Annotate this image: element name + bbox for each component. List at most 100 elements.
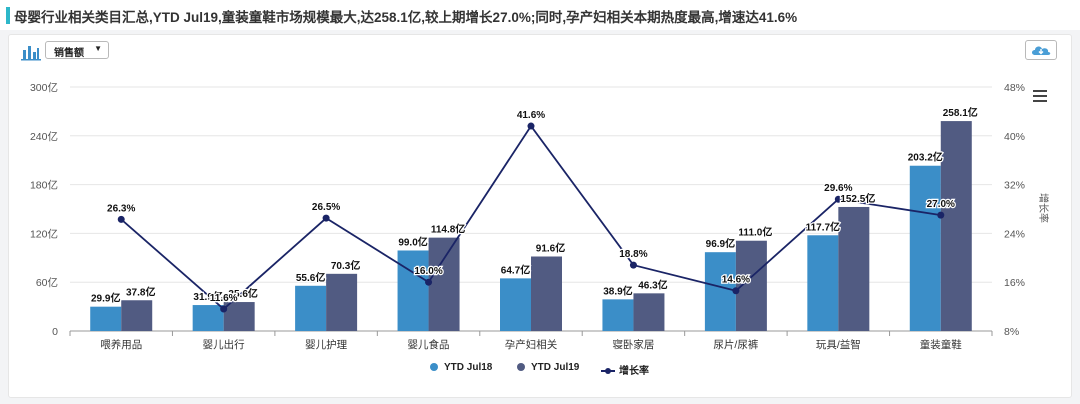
bar-ytd-jul18 bbox=[295, 285, 327, 331]
data-label-ytd-jul19: 91.6亿 bbox=[536, 241, 565, 254]
y-tick-label-right: 48% bbox=[1004, 82, 1025, 94]
growth-point bbox=[834, 195, 842, 203]
data-label-ytd-jul18: 64.7亿 bbox=[501, 263, 530, 276]
bar-ytd-jul18 bbox=[90, 306, 122, 331]
x-tick-label: 婴儿出行 bbox=[203, 338, 245, 351]
metric-select[interactable]: 销售额 ▼ bbox=[45, 41, 109, 59]
x-tick-label: 玩具/益智 bbox=[816, 338, 861, 351]
bar-ytd-jul19 bbox=[121, 300, 153, 331]
growth-point bbox=[527, 122, 535, 130]
y-tick-label-left: 120亿 bbox=[30, 227, 58, 240]
bar-ytd-jul19 bbox=[531, 256, 562, 331]
x-tick-label: 婴儿护理 bbox=[305, 338, 347, 351]
x-axis: 喂养用品 婴儿出行 婴儿护理 婴儿食品 孕产妇相关 寝卧家居 尿片/尿裤 玩具/益智 童装童鞋 bbox=[69, 331, 993, 351]
data-label-ytd-jul18: 117.7亿 bbox=[806, 220, 840, 233]
bars bbox=[90, 121, 972, 331]
bar-ytd-jul19 bbox=[326, 273, 358, 331]
legend-label: YTD Jul18 bbox=[444, 362, 493, 373]
x-tick-label: 寝卧家居 bbox=[612, 338, 654, 351]
legend-label: YTD Jul19 bbox=[531, 362, 580, 373]
data-label-ytd-jul18: 38.9亿 bbox=[603, 284, 632, 297]
y-tick-label-right: 16% bbox=[1004, 277, 1025, 289]
data-label-ytd-jul19: 258.1亿 bbox=[943, 106, 978, 119]
data-label-growth: 11.6% bbox=[210, 293, 238, 304]
title-bar: 母婴行业相关类目汇总,YTD Jul19,童装童鞋市场规模最大,达258.1亿,… bbox=[0, 0, 1080, 30]
data-label-growth: 16.0% bbox=[414, 266, 442, 277]
growth-point bbox=[117, 215, 125, 223]
bar-ytd-jul18 bbox=[602, 299, 634, 331]
legend-item-ytd-jul19[interactable]: YTD Jul19 bbox=[517, 362, 579, 378]
right-axis-title: 增长率 bbox=[1037, 193, 1050, 223]
bar-chart-icon[interactable] bbox=[21, 43, 41, 61]
y-tick-label-right: 24% bbox=[1004, 228, 1025, 240]
data-label-ytd-jul18: 55.6亿 bbox=[296, 271, 325, 284]
bar-ytd-jul18 bbox=[397, 250, 429, 331]
legend-label: 增长率 bbox=[619, 366, 649, 377]
chart-panel: 销售额 ▼ bbox=[8, 34, 1072, 398]
bar-ytd-jul18 bbox=[807, 235, 839, 331]
legend-marker bbox=[601, 368, 615, 375]
growth-point bbox=[937, 211, 945, 219]
data-label-ytd-jul19: 46.3亿 bbox=[638, 278, 667, 291]
title-accent bbox=[6, 7, 10, 24]
legend-item-growth[interactable]: 增长率 bbox=[601, 362, 649, 378]
data-label-ytd-jul18: 203.2亿 bbox=[908, 151, 943, 164]
x-tick-label: 喂养用品 bbox=[100, 338, 142, 351]
bar-ytd-jul19 bbox=[940, 121, 972, 331]
y-tick-label-left: 180亿 bbox=[30, 179, 58, 192]
bar-ytd-jul19 bbox=[428, 237, 460, 331]
data-label-ytd-jul19: 70.3亿 bbox=[331, 259, 360, 272]
data-labels: 29.9亿 37.8亿 31.9亿 35.6亿 55.6亿 70.3亿 99.0亿 114.8… bbox=[90, 105, 979, 306]
data-label-ytd-jul19: 37.8亿 bbox=[126, 285, 155, 298]
y-tick-label-left: 0 bbox=[52, 326, 58, 338]
data-label-growth: 26.5% bbox=[312, 202, 340, 213]
bar-ytd-jul19 bbox=[838, 206, 870, 331]
y-tick-label-left: 240亿 bbox=[30, 130, 58, 143]
cloud-download-icon bbox=[1032, 46, 1051, 55]
growth-point bbox=[629, 261, 637, 269]
data-label-ytd-jul19: 111.0亿 bbox=[738, 226, 772, 239]
data-label-ytd-jul18: 99.0亿 bbox=[398, 235, 427, 248]
chevron-down-icon: ▼ bbox=[94, 44, 102, 53]
y-axis-left: 0 60亿 120亿 180亿 240亿 300亿 bbox=[30, 81, 58, 338]
data-label-ytd-jul18: 29.9亿 bbox=[91, 292, 120, 305]
y-tick-label-left: 300亿 bbox=[30, 81, 58, 94]
growth-point bbox=[322, 214, 330, 222]
data-label-ytd-jul18: 96.9亿 bbox=[706, 237, 735, 250]
y-axis-right: 8% 16% 24% 32% 40% 48% bbox=[1004, 82, 1025, 338]
data-label-growth: 14.6% bbox=[722, 275, 750, 286]
y-tick-label-left: 60亿 bbox=[36, 276, 58, 289]
data-label-ytd-jul18: 31.9亿 bbox=[193, 290, 222, 303]
growth-point bbox=[732, 287, 740, 295]
y-tick-label-right: 32% bbox=[1004, 180, 1025, 192]
bar-ytd-jul18 bbox=[909, 165, 941, 331]
bar-ytd-jul18 bbox=[704, 252, 736, 331]
data-label-ytd-jul19: 114.8亿 bbox=[431, 223, 465, 236]
legend-marker bbox=[517, 363, 525, 372]
growth-point bbox=[425, 278, 433, 286]
x-tick-label: 婴儿食品 bbox=[408, 338, 450, 351]
data-label-ytd-jul19: 152.5亿 bbox=[840, 192, 875, 205]
bar-ytd-jul18 bbox=[192, 305, 224, 331]
legend-marker bbox=[430, 363, 438, 372]
x-tick-label: 尿片/尿裤 bbox=[713, 338, 758, 351]
bar-ytd-jul19 bbox=[633, 293, 665, 331]
data-label-growth: 26.3% bbox=[107, 203, 135, 214]
legend-item-ytd-jul18[interactable]: YTD Jul18 bbox=[430, 362, 492, 378]
bar-ytd-jul19 bbox=[223, 302, 255, 331]
page-title: 母婴行业相关类目汇总,YTD Jul19,童装童鞋市场规模最大,达258.1亿,… bbox=[14, 10, 798, 25]
data-label-growth: 18.8% bbox=[619, 249, 647, 260]
y-tick-label-right: 8% bbox=[1004, 326, 1019, 338]
metric-select-value: 销售额 bbox=[54, 48, 84, 59]
hamburger-menu-icon[interactable] bbox=[1033, 90, 1047, 102]
growth-point bbox=[220, 305, 228, 313]
x-tick-label: 孕产妇相关 bbox=[505, 338, 558, 351]
data-label-ytd-jul19: 35.6亿 bbox=[228, 287, 257, 300]
data-label-growth: 27.0% bbox=[927, 199, 955, 210]
x-tick-label: 童装童鞋 bbox=[920, 338, 962, 351]
download-button[interactable] bbox=[1025, 40, 1057, 60]
growth-line bbox=[117, 122, 945, 313]
y-tick-label-right: 40% bbox=[1004, 131, 1025, 143]
data-label-growth: 41.6% bbox=[517, 110, 545, 121]
